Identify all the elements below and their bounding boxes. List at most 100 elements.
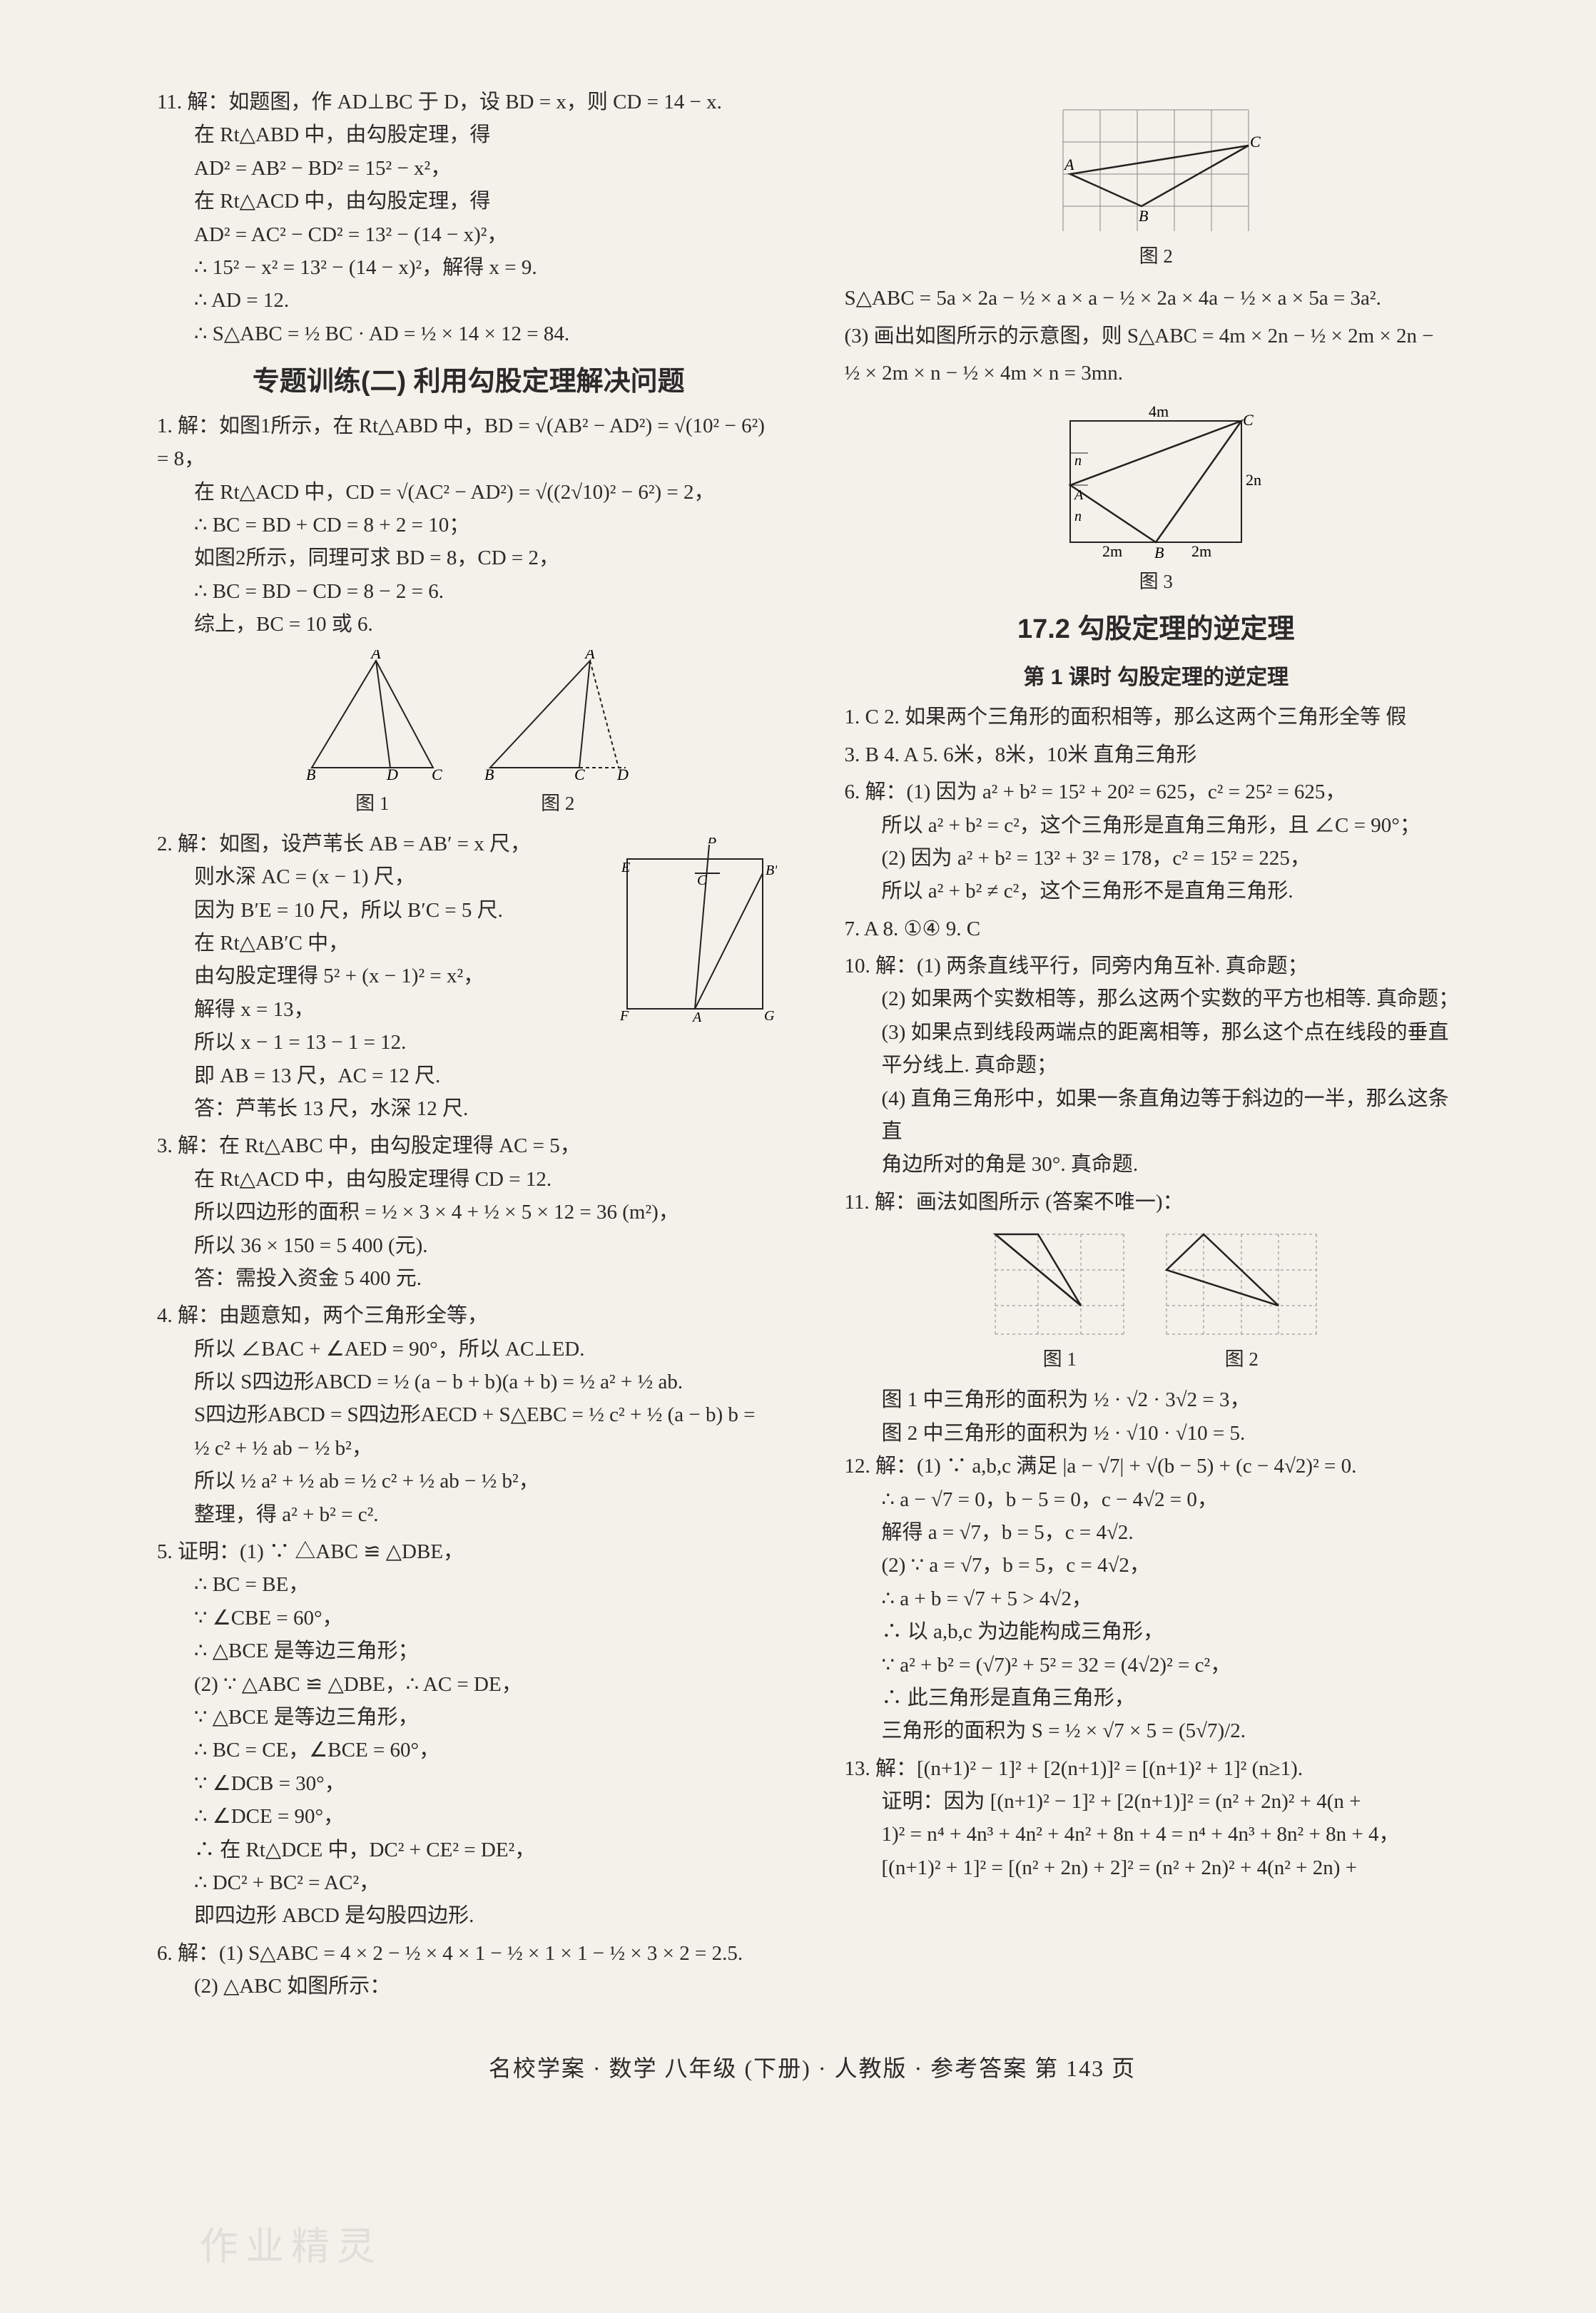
p4-l7: 整理，得 a² + b² = c². (157, 1498, 781, 1531)
problem-2: 2. 解：如图，设芦苇长 AB = AB′ = x 尺， 则水深 AC = (x… (157, 828, 599, 1126)
svg-text:A: A (691, 1010, 702, 1023)
svg-text:E: E (621, 860, 630, 875)
p6b-l2: 所以 a² + b² = c²，这个三角形是直角三角形，且 ∠C = 90°； (845, 809, 1468, 842)
p4-l5: ½ c² + ½ ab − ½ b²， (157, 1432, 781, 1465)
figure-1: A B D C 图 1 (298, 650, 447, 819)
left-column: 11. 解：如题图，作 AD⊥BC 于 D，设 BD = x，则 CD = 14… (157, 86, 781, 2008)
p12-l8: ∴ 此三角形是直角三角形， (845, 1682, 1468, 1714)
p5-l10: ∴ 在 Rt△DCE 中，DC² + CE² = DE²， (157, 1834, 781, 1866)
fig-r2-label: 图 2 (1159, 1344, 1323, 1375)
p1-l1: 1. 解：如图1所示，在 Rt△ABD 中，BD = √(AB² − AD²) … (157, 410, 781, 476)
p6b-l4: 所以 a² + b² ≠ c²，这个三角形不是直角三角形. (845, 875, 1468, 908)
p12-l1: 12. 解：(1) ∵ a,b,c 满足 |a − √7| + √(b − 5)… (845, 1450, 1468, 1483)
answers-row-3: 7. A 8. ①④ 9. C (845, 913, 1468, 945)
svg-text:2m: 2m (1191, 542, 1211, 560)
p4-l2: 所以 ∠BAC + ∠AED = 90°，所以 AC⊥ED. (157, 1333, 781, 1366)
grid-tri-r1 (988, 1227, 1131, 1341)
p3-l1: 3. 解：在 Rt△ABC 中，由勾股定理得 AC = 5， (157, 1129, 781, 1162)
svg-text:B: B (1154, 544, 1164, 561)
fig2-label: 图 2 (476, 788, 640, 819)
svg-text:A: A (1073, 487, 1084, 503)
p13-l1: 13. 解：[(n+1)² − 1]² + [2(n+1)]² = [(n+1)… (845, 1752, 1468, 1785)
eq3: ½ × 2m × n − ½ × 4m × n = 3mn. (845, 357, 1468, 390)
p10-l4: 平分线上. 真命题； (845, 1049, 1468, 1082)
problem-11: 11. 解：如题图，作 AD⊥BC 于 D，设 BD = x，则 CD = 14… (157, 86, 781, 350)
svg-text:C: C (697, 873, 707, 888)
problem-12: 12. 解：(1) ∵ a,b,c 满足 |a − √7| + √(b − 5)… (845, 1450, 1468, 1748)
p12-l4: (2) ∵ a = √7，b = 5，c = 4√2， (845, 1549, 1468, 1582)
p6-l2: (2) △ABC 如图所示： (157, 1970, 781, 2003)
page-columns: 11. 解：如题图，作 AD⊥BC 于 D，设 BD = x，则 CD = 14… (157, 86, 1468, 2008)
p11-l4: 在 Rt△ACD 中，由勾股定理，得 (157, 185, 781, 218)
svg-text:C: C (1243, 411, 1254, 429)
p1-l6: 综上，BC = 10 或 6. (157, 608, 781, 641)
svg-text:A: A (1063, 156, 1074, 173)
svg-text:D: D (386, 766, 398, 783)
p5-l4: ∴ △BCE 是等边三角形； (157, 1635, 781, 1667)
p12-l6: ∴ 以 a,b,c 为边能构成三角形， (845, 1615, 1468, 1648)
figure-top-grid: A C B 图 2 (845, 96, 1468, 272)
section-17-2-title: 17.2 勾股定理的逆定理 (845, 608, 1468, 651)
p6b-l1: 6. 解：(1) 因为 a² + b² = 15² + 20² = 625，c²… (845, 776, 1468, 808)
p5-l7: ∴ BC = CE，∠BCE = 60°， (157, 1734, 781, 1766)
p1-l5: ∴ BC = BD − CD = 8 − 2 = 6. (157, 575, 781, 608)
lesson-1-title: 第 1 课时 勾股定理的逆定理 (845, 661, 1468, 695)
p12-l2: ∴ a − √7 = 0，b − 5 = 0，c − 4√2 = 0， (845, 1483, 1468, 1516)
problem-3: 3. 解：在 Rt△ABC 中，由勾股定理得 AC = 5， 在 Rt△ACD … (157, 1129, 781, 1295)
p2-l6: 解得 x = 13， (157, 993, 599, 1026)
p5-l6: ∵ △BCE 是等边三角形， (157, 1701, 781, 1734)
p5-l1: 5. 证明：(1) ∵ △ABC ≌ △DBE， (157, 1535, 781, 1568)
svg-text:B: B (306, 766, 315, 783)
svg-text:C: C (1250, 133, 1261, 151)
p4-l6: 所以 ½ a² + ½ ab = ½ c² + ½ ab − ½ b²， (157, 1465, 781, 1498)
p4-l3: 所以 S四边形ABCD = ½ (a − b + b)(a + b) = ½ a… (157, 1366, 781, 1398)
svg-text:A: A (370, 650, 381, 662)
page-footer: 名校学案 · 数学 八年级 (下册) · 人教版 · 参考答案 第 143 页 (157, 2050, 1468, 2087)
p5-l3: ∵ ∠CBE = 60°， (157, 1602, 781, 1635)
figure-r1: 图 1 (988, 1227, 1131, 1375)
problem-5: 5. 证明：(1) ∵ △ABC ≌ △DBE， ∴ BC = BE， ∵ ∠C… (157, 1535, 781, 1933)
triangle-1-svg: A B D C (298, 650, 447, 786)
p3-l3: 所以四边形的面积 = ½ × 3 × 4 + ½ × 5 × 12 = 36 (… (157, 1196, 781, 1229)
svg-text:B: B (484, 766, 494, 783)
p2-l4: 在 Rt△AB′C 中， (157, 927, 599, 960)
special-training-title: 专题训练(二) 利用勾股定理解决问题 (157, 360, 781, 404)
figure-1-2-pair: A B D C 图 1 A B C D 图 2 (157, 650, 781, 819)
svg-text:A: A (584, 650, 595, 662)
figure-r2: 图 2 (1159, 1227, 1323, 1375)
fig-r-line1: 图 1 中三角形的面积为 ½ · √2 · 3√2 = 3， (845, 1383, 1468, 1416)
right-column: A C B 图 2 S△ABC = 5a × 2a − ½ × a × a − … (845, 86, 1468, 2008)
p12-l7: ∵ a² + b² = (√7)² + 5² = 32 = (4√2)² = c… (845, 1649, 1468, 1682)
p3-l4: 所以 36 × 150 = 5 400 (元). (157, 1229, 781, 1262)
eq1: S△ABC = 5a × 2a − ½ × a × a − ½ × 2a × 4… (845, 282, 1468, 315)
eq2: (3) 画出如图所示的示意图，则 S△ABC = 4m × 2n − ½ × 2… (845, 320, 1468, 352)
p10-l3: (3) 如果点到线段两端点的距离相等，那么这个点在线段的垂直 (845, 1016, 1468, 1049)
problem-1: 1. 解：如图1所示，在 Rt△ABD 中，BD = √(AB² − AD²) … (157, 410, 781, 641)
svg-text:C: C (432, 766, 442, 783)
svg-text:2m: 2m (1102, 542, 1122, 560)
p5-l11: ∴ DC² + BC² = AC²， (157, 1866, 781, 1899)
watermark: 作业精灵 (200, 2216, 382, 2277)
p4-l1: 4. 解：由题意知，两个三角形全等， (157, 1299, 781, 1332)
svg-text:D: D (616, 766, 629, 783)
p12-l3: 解得 a = √7，b = 5，c = 4√2. (845, 1516, 1468, 1549)
p3-l2: 在 Rt△ACD 中，由勾股定理得 CD = 12. (157, 1163, 781, 1196)
p11-l5: AD² = AC² − CD² = 13² − (14 − x)²， (157, 218, 781, 251)
p11-l7: ∴ AD = 12. (157, 284, 781, 317)
p13-l4: [(n+1)² + 1]² = [(n² + 2n) + 2]² = (n² +… (845, 1851, 1468, 1884)
grid-triangle-svg: A C B (1049, 96, 1263, 238)
p5-l12: 即四边形 ABCD 是勾股四边形. (157, 1899, 781, 1932)
p1-l2: 在 Rt△ACD 中，CD = √(AC² − AD²) = √((2√10)²… (157, 476, 781, 509)
p12-l9: 三角形的面积为 S = ½ × √7 × 5 = (5√7)/2. (845, 1714, 1468, 1747)
p13-l2: 证明：因为 [(n+1)² − 1]² + [2(n+1)]² = (n² + … (845, 1785, 1468, 1818)
p11-l8: ∴ S△ABC = ½ BC · AD = ½ × 14 × 12 = 84. (157, 317, 781, 350)
fig1-label: 图 1 (298, 788, 447, 819)
p2-l1: 2. 解：如图，设芦苇长 AB = AB′ = x 尺， (157, 828, 599, 860)
problem-11b: 11. 解：画法如图所示 (答案不唯一)： (845, 1186, 1468, 1219)
svg-text:B: B (1139, 207, 1148, 225)
p13-l3: 1)² = n⁴ + 4n³ + 4n² + 4n² + 8n + 4 = n⁴… (845, 1818, 1468, 1851)
answers-row-1: 1. C 2. 如果两个三角形的面积相等，那么这两个三角形全等 假 (845, 701, 1468, 733)
p5-l8: ∵ ∠DCB = 30°， (157, 1767, 781, 1800)
p5-l5: (2) ∵ △ABC ≌ △DBE，∴ AC = DE， (157, 1668, 781, 1701)
svg-text:4m: 4m (1149, 402, 1169, 420)
